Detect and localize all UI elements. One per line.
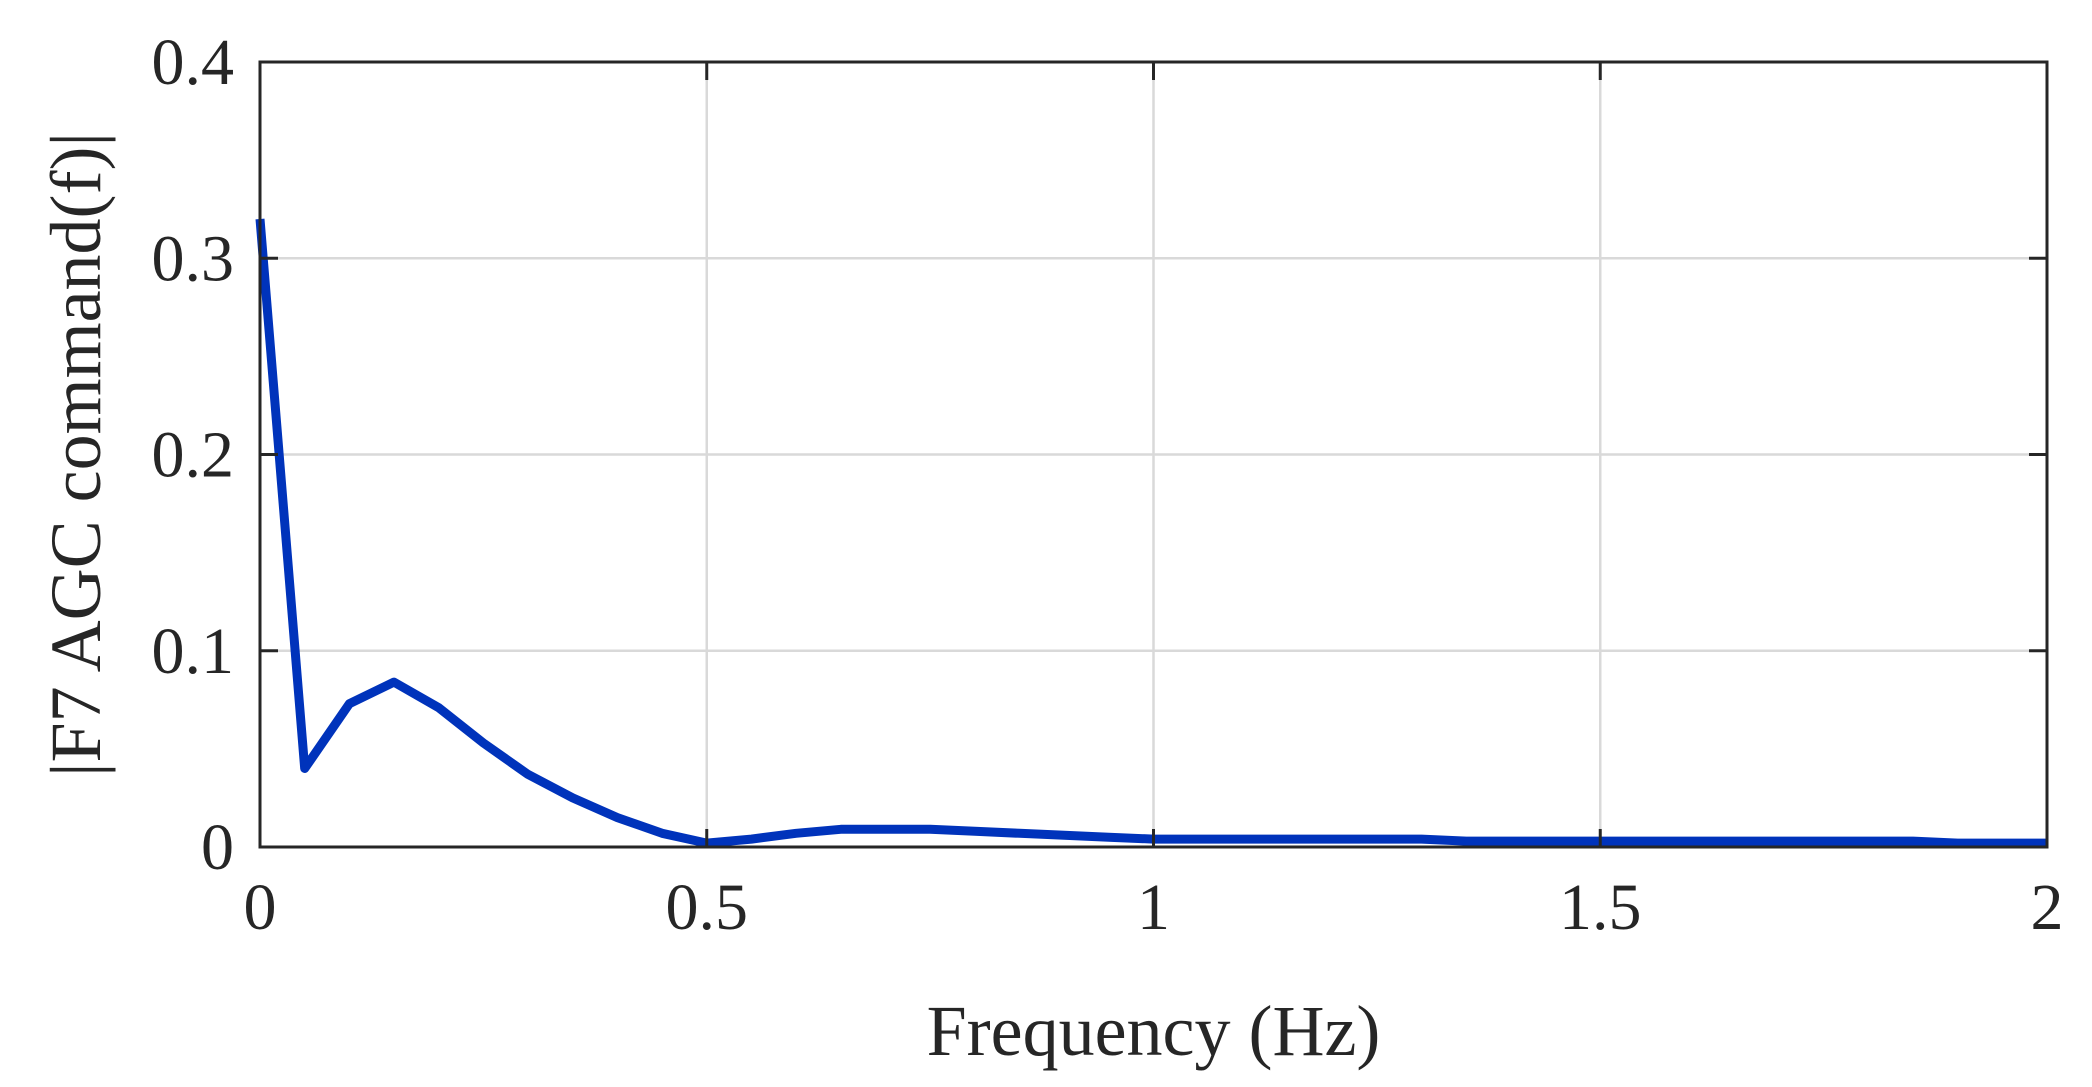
y-tick-label: 0.4 — [152, 26, 235, 99]
y-tick-label: 0.3 — [152, 222, 235, 295]
x-tick-label: 0.5 — [666, 871, 749, 944]
x-tick-label: 1 — [1137, 871, 1170, 944]
x-tick-label: 0 — [244, 871, 277, 944]
y-tick-label: 0 — [201, 811, 234, 884]
x-tick-labels: 0 0.5 1 1.5 2 — [244, 871, 2064, 944]
x-tick-label: 2 — [2031, 871, 2064, 944]
y-axis-title: |F7 AGC command(f)| — [36, 132, 116, 777]
grid-lines — [260, 62, 2047, 847]
x-axis-title: Frequency (Hz) — [927, 991, 1381, 1071]
y-tick-label: 0.2 — [152, 419, 235, 492]
y-tick-labels: 0 0.1 0.2 0.3 0.4 — [152, 26, 235, 884]
tick-marks — [258, 60, 2049, 849]
y-tick-label: 0.1 — [152, 615, 235, 688]
x-tick-label: 1.5 — [1559, 871, 1642, 944]
